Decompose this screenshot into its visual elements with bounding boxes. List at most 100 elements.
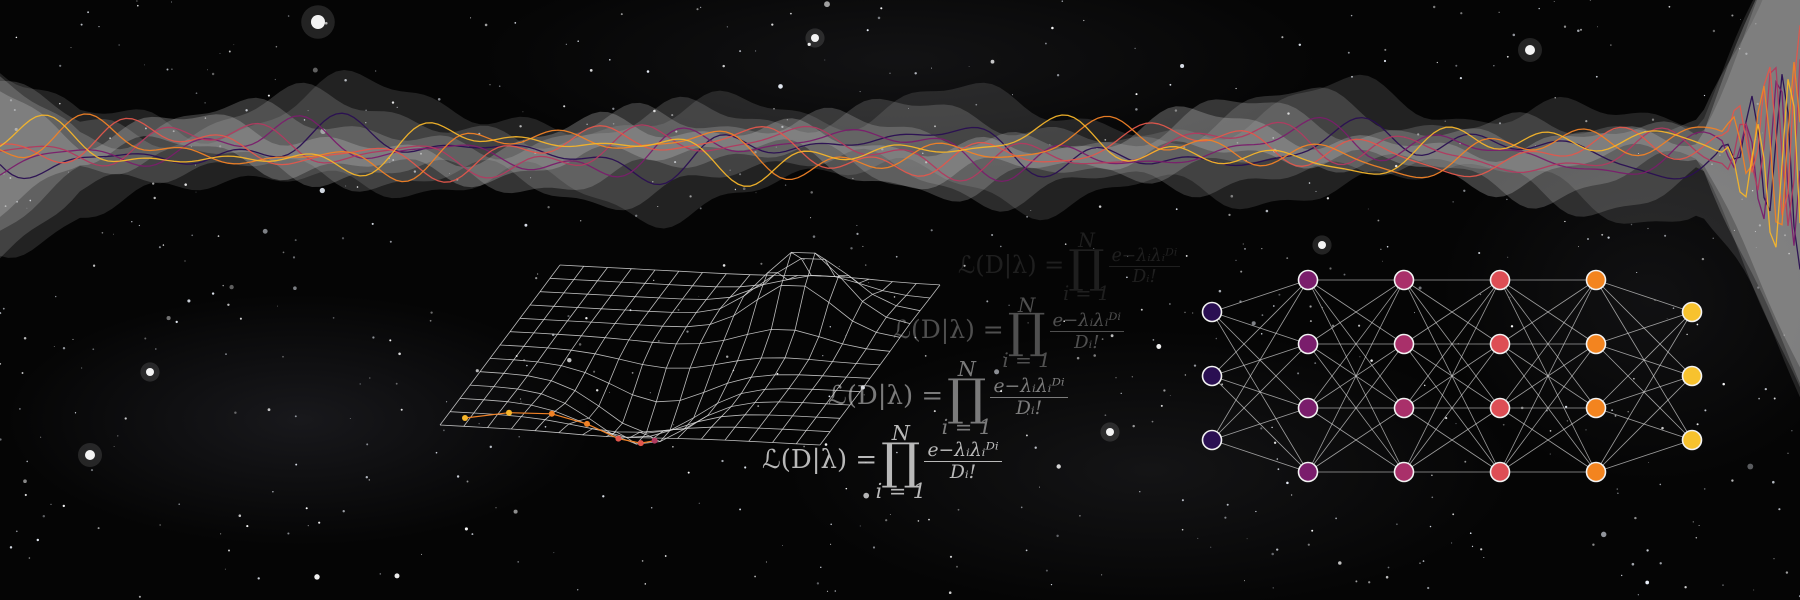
- star: [366, 443, 369, 446]
- star: [1228, 213, 1231, 217]
- star: [1506, 55, 1509, 58]
- star: [1616, 488, 1618, 490]
- star: [1512, 33, 1516, 37]
- star: [1471, 545, 1474, 548]
- star: [1311, 529, 1314, 532]
- star: [1684, 586, 1687, 589]
- bright-star: [1106, 428, 1114, 436]
- star: [1712, 237, 1714, 239]
- star: [1696, 323, 1699, 326]
- star: [1027, 322, 1029, 324]
- star: [1359, 356, 1361, 358]
- network-edge: [1403, 279, 1501, 473]
- network-edge: [1211, 279, 1309, 441]
- star: [1261, 314, 1264, 316]
- star: [1762, 132, 1763, 134]
- star: [498, 85, 501, 87]
- star: [991, 233, 994, 237]
- sample-curve: [0, 25, 1800, 216]
- network-node: [1393, 461, 1415, 483]
- star: [175, 320, 178, 324]
- star: [267, 94, 270, 97]
- network-node: [1585, 269, 1607, 291]
- star: [456, 475, 460, 478]
- star: [430, 311, 433, 314]
- star: [744, 466, 747, 469]
- star: [307, 110, 309, 112]
- star: [672, 424, 675, 426]
- bright-star: [85, 450, 95, 460]
- star: [420, 152, 422, 155]
- star: [1480, 548, 1483, 551]
- star: [211, 72, 215, 76]
- star: [227, 303, 230, 307]
- star: [664, 555, 667, 557]
- optimizer-point: [506, 409, 512, 416]
- star: [109, 137, 111, 139]
- star: [1286, 481, 1289, 485]
- star: [1044, 42, 1047, 45]
- star: [195, 92, 198, 95]
- star: [519, 398, 522, 400]
- star: [1757, 286, 1760, 289]
- star: [1692, 521, 1694, 523]
- star: [1056, 464, 1061, 469]
- star: [1636, 271, 1638, 274]
- star: [781, 125, 784, 129]
- star: [948, 591, 952, 594]
- star: [1758, 397, 1760, 400]
- star: [124, 417, 127, 420]
- star: [1651, 118, 1655, 121]
- star: [1647, 227, 1649, 230]
- star: [1093, 354, 1096, 357]
- star: [1308, 182, 1311, 184]
- star: [1135, 108, 1138, 111]
- star: [949, 555, 953, 558]
- network-edge: [1211, 279, 1309, 313]
- star: [1698, 524, 1700, 527]
- star: [775, 146, 777, 148]
- star: [698, 502, 700, 504]
- star: [1630, 223, 1633, 226]
- star: [789, 12, 792, 15]
- star: [50, 503, 52, 506]
- star: [2, 307, 5, 310]
- star: [1101, 574, 1103, 576]
- star: [13, 108, 16, 112]
- star: [1261, 247, 1263, 250]
- star: [1741, 198, 1743, 200]
- star: [194, 164, 196, 166]
- star: [726, 26, 728, 28]
- network-edge: [1211, 279, 1309, 377]
- star: [489, 445, 493, 449]
- mesh-line: [509, 328, 891, 352]
- star: [810, 191, 813, 194]
- star: [1483, 556, 1485, 559]
- star: [595, 389, 599, 392]
- star: [245, 109, 248, 112]
- star: [1297, 372, 1300, 375]
- star: [171, 1, 172, 3]
- star: [287, 15, 290, 17]
- star: [166, 68, 169, 71]
- star: [652, 181, 654, 183]
- star: [1309, 305, 1312, 308]
- star: [1586, 237, 1590, 241]
- star: [1329, 267, 1332, 270]
- star: [1273, 441, 1277, 444]
- star: [365, 476, 368, 479]
- star: [1659, 562, 1662, 565]
- star: [578, 343, 582, 346]
- star: [1218, 289, 1222, 293]
- network-node: [1489, 397, 1511, 419]
- star: [828, 395, 831, 398]
- network-edge: [1403, 279, 1501, 345]
- star: [1696, 423, 1699, 426]
- mesh-line: [629, 274, 751, 443]
- network-edge: [1499, 279, 1597, 345]
- star: [1104, 414, 1107, 417]
- star: [881, 147, 884, 151]
- star: [1755, 246, 1757, 249]
- star: [62, 504, 65, 508]
